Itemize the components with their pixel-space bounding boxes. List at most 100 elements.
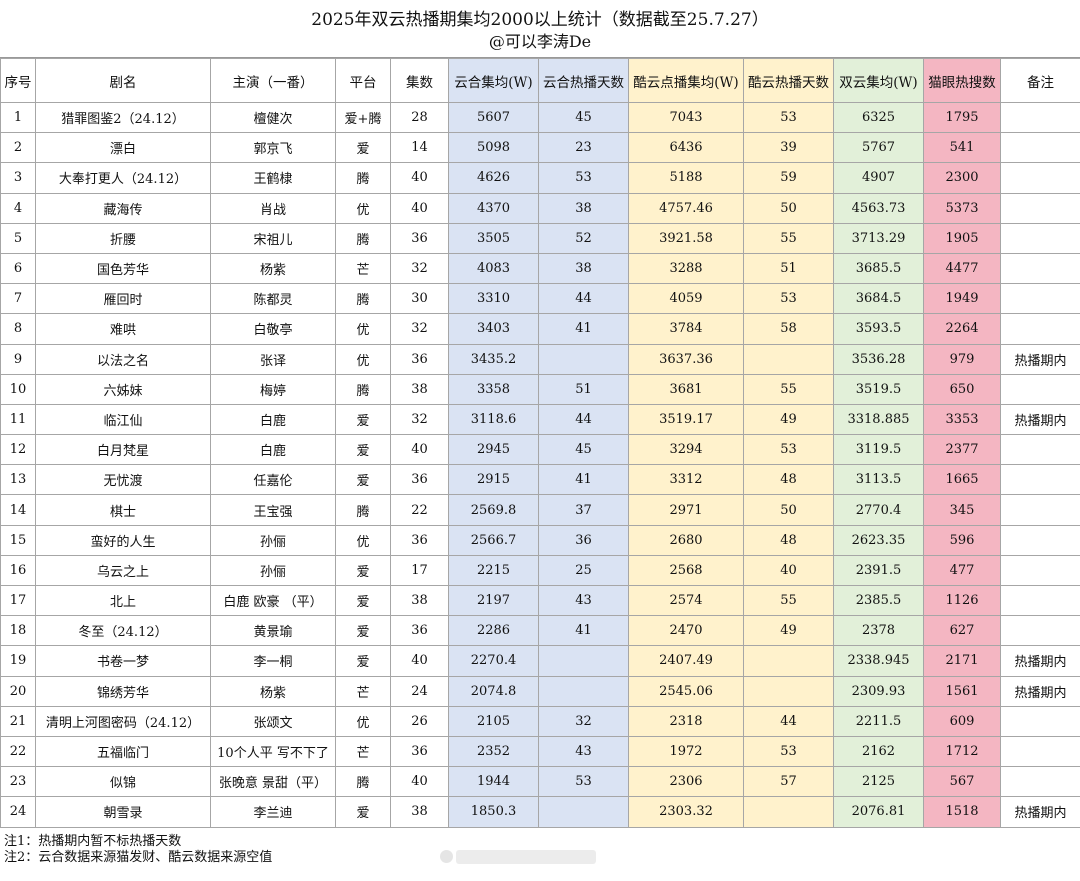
table-cell: 3713.29	[833, 222, 924, 254]
table-cell: 3358	[448, 373, 539, 405]
table-cell: 32	[538, 705, 629, 737]
table-cell	[1000, 494, 1080, 526]
table-cell: 2568	[628, 554, 744, 587]
table-cell: 53	[538, 766, 629, 798]
table-cell: 44	[538, 403, 629, 436]
table-row: 22 五福临门 10个人平 写不下了芒 36 2352 43 1972 53 2162 1712	[0, 735, 1080, 768]
table-cell: 58	[743, 313, 834, 345]
table-cell: 孙俪	[210, 554, 336, 587]
table-cell	[1000, 192, 1080, 224]
table-cell: 38	[538, 252, 629, 285]
table-cell: 2264	[923, 313, 1001, 345]
table-cell: 1850.3	[448, 796, 539, 828]
notes: 注1：热播期内暂不标热播天数 注2：云合数据来源猫发财、酷云数据来源空值	[4, 834, 272, 866]
table-cell: 2566.7	[448, 524, 539, 556]
data-table: 序号 剧名 主演（一番） 平台 集数 云合集均(W) 云合热播天数 酷云点播集均(W) 酷云热播…	[0, 58, 1080, 828]
table-cell: 热播期内	[1000, 796, 1080, 828]
table-cell: 李兰迪	[210, 796, 336, 828]
table-cell: 临江仙	[35, 403, 211, 436]
table-cell: 张译	[210, 343, 336, 375]
table-row: 16 乌云之上 孙俪爱 17 2215 25 2568 40 2391.5 477	[0, 554, 1080, 587]
table-cell	[538, 343, 629, 375]
table-cell: 2569.8	[448, 494, 539, 526]
table-cell	[1000, 735, 1080, 768]
table-cell: 乌云之上	[35, 554, 211, 587]
table-cell: 3312	[628, 464, 744, 496]
table-cell: 4563.73	[833, 192, 924, 224]
table-cell: 19	[0, 645, 36, 677]
table-cell: 3403	[448, 313, 539, 345]
table-cell: 28	[390, 101, 449, 134]
table-cell: 32	[390, 403, 449, 436]
table-cell: 2215	[448, 554, 539, 587]
table-cell: 40	[390, 766, 449, 798]
table-cell: 8	[0, 313, 36, 345]
table-cell	[1000, 434, 1080, 466]
table-cell: 爱	[335, 132, 391, 164]
watermark	[440, 846, 650, 868]
table-cell: 宋祖儿	[210, 222, 336, 254]
table-cell: 2971	[628, 494, 744, 526]
table-row: 20 锦绣芳华 杨紫芒 24 2074.8 2545.06 2309.93 1561 热播期内	[0, 675, 1080, 707]
table-cell: 3685.5	[833, 252, 924, 285]
table-cell: 以法之名	[35, 343, 211, 375]
table-cell: 爱	[335, 464, 391, 496]
table-cell: 李一桐	[210, 645, 336, 677]
table-cell: 棋士	[35, 494, 211, 526]
table-cell: 1944	[448, 766, 539, 798]
table-cell: 24	[390, 675, 449, 707]
table-cell: 40	[390, 162, 449, 194]
table-row: 4 藏海传 肖战优 40 4370 38 4757.46 50 4563.73 5373	[0, 192, 1080, 224]
table-cell: 3536.28	[833, 343, 924, 375]
table-cell: 2352	[448, 735, 539, 768]
table-cell: 2338.945	[833, 645, 924, 677]
table-cell: 22	[0, 735, 36, 768]
table-body: 1 猎罪图鉴2（24.12） 檀健次 爱+腾 28 5607 45 7043 53 6325 179…	[0, 101, 1080, 828]
table-row: 23 似锦 张晚意 景甜（平）腾 40 1944 53 2306 57 2125 567	[0, 766, 1080, 798]
table-cell: 627	[923, 615, 1001, 647]
table-cell: 55	[743, 222, 834, 254]
table-cell: 23	[0, 766, 36, 798]
column-header: 猫眼热搜数	[923, 58, 1001, 103]
table-row: 7 雁回时 陈都灵腾 30 3310 44 4059 53 3684.5 1949	[0, 283, 1080, 315]
table-cell	[743, 675, 834, 707]
table-cell: 白敬亭	[210, 313, 336, 345]
table-cell: 白月梵星	[35, 434, 211, 466]
table-cell: 11	[0, 403, 36, 436]
table-cell: 梅婷	[210, 373, 336, 405]
column-header: 序号	[0, 58, 36, 103]
table-cell: 爱	[335, 554, 391, 587]
table-cell: 猎罪图鉴2（24.12）	[35, 101, 211, 134]
table-cell: 2770.4	[833, 494, 924, 526]
table-cell: 3288	[628, 252, 744, 285]
table-cell: 1712	[923, 735, 1001, 768]
table-cell: 59	[743, 162, 834, 194]
table-row: 12 白月梵星 白鹿爱 40 2945 45 3294 53 3119.5 2377	[0, 434, 1080, 466]
column-header: 云合热播天数	[538, 58, 629, 103]
table-cell: 3593.5	[833, 313, 924, 345]
table-cell: 2306	[628, 766, 744, 798]
table-cell: 2303.32	[628, 796, 744, 828]
table-cell: 50	[743, 192, 834, 224]
table-cell	[1000, 584, 1080, 617]
table-cell: 芒	[335, 675, 391, 707]
table-cell: 32	[390, 252, 449, 285]
table-cell: 40	[390, 645, 449, 677]
table-cell: 10个人平 写不下了	[210, 735, 336, 768]
table-row: 8 难哄 白敬亭优 32 3403 41 3784 58 3593.5 2264	[0, 313, 1080, 345]
table-cell: 1518	[923, 796, 1001, 828]
table-cell: 18	[0, 615, 36, 647]
table-cell: 白鹿	[210, 434, 336, 466]
table-cell: 5373	[923, 192, 1001, 224]
table-cell: 3294	[628, 434, 744, 466]
table-cell: 2197	[448, 584, 539, 617]
table-cell: 477	[923, 554, 1001, 587]
table-cell: 爱	[335, 434, 391, 466]
title-block: 2025年双云热播期集均2000以上统计（数据截至25.7.27） @可以李涛D…	[0, 0, 1080, 58]
table-cell	[538, 675, 629, 707]
table-cell: 15	[0, 524, 36, 556]
table-cell: 9	[0, 343, 36, 375]
page-title: 2025年双云热播期集均2000以上统计（数据截至25.7.27）	[311, 10, 769, 30]
table-cell: 大奉打更人（24.12）	[35, 162, 211, 194]
table-cell: 6	[0, 252, 36, 285]
